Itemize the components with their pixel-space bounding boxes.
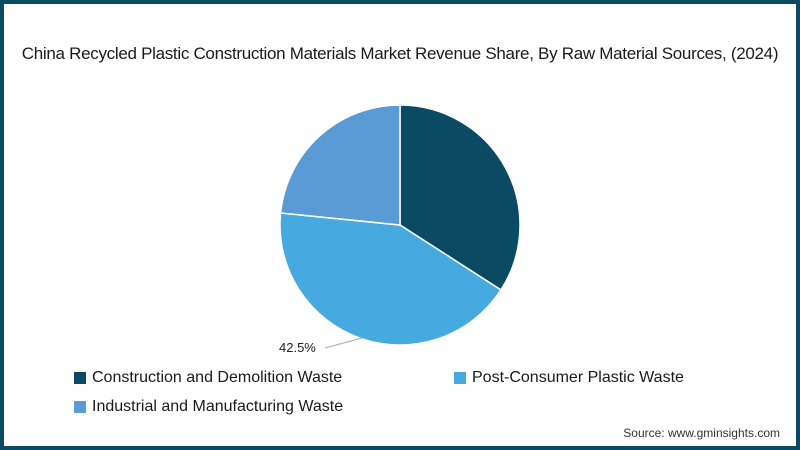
- data-label-post-consumer: 42.5%: [279, 340, 316, 355]
- legend-swatch-icon: [74, 401, 86, 413]
- slice-industrial: [279, 104, 401, 226]
- label-leader-line: [324, 337, 363, 349]
- legend-swatch-icon: [454, 372, 466, 384]
- source-note: Source: www.gminsights.com: [623, 426, 780, 440]
- legend-item-post-consumer: Post-Consumer Plastic Waste: [454, 369, 684, 387]
- legend-swatch-icon: [74, 372, 86, 384]
- legend-item-industrial: Industrial and Manufacturing Waste: [74, 398, 343, 416]
- chart-title: China Recycled Plastic Construction Mate…: [21, 44, 779, 63]
- legend-item-construction: Construction and Demolition Waste: [74, 369, 342, 387]
